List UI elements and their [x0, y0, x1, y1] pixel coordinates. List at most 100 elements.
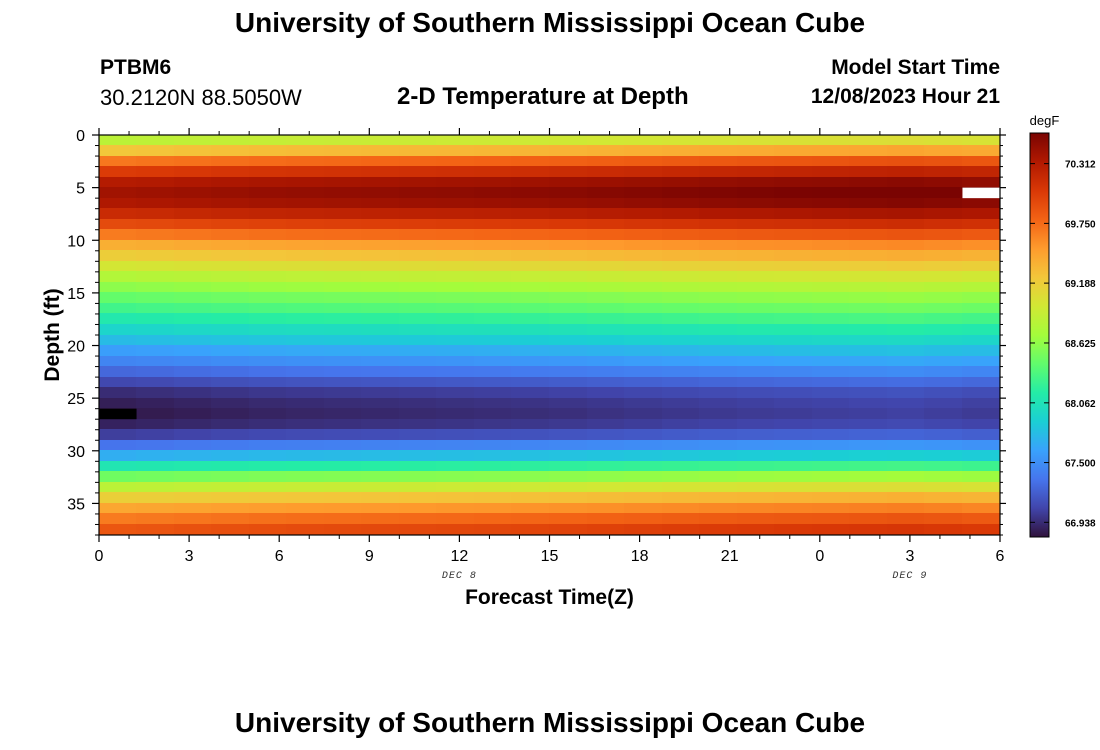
heatmap-cell	[737, 503, 775, 514]
heatmap-cell	[962, 324, 1000, 335]
heatmap-cell	[324, 429, 362, 441]
heatmap-cell	[962, 345, 1000, 357]
heatmap-cell	[962, 219, 1000, 230]
heatmap-cell	[699, 356, 738, 367]
heatmap-cell	[849, 177, 888, 188]
heatmap-cell	[249, 335, 287, 346]
heatmap-cell	[174, 177, 212, 188]
heatmap-cell	[549, 166, 588, 178]
heatmap-cell	[887, 513, 925, 525]
heatmap-cell	[361, 135, 400, 146]
heatmap-cell	[587, 219, 625, 230]
heatmap-cell	[474, 492, 512, 504]
heatmap-cell	[399, 187, 437, 199]
heatmap-cell	[474, 198, 512, 209]
heatmap-cell	[812, 419, 850, 430]
colorbar-tick-label: 70.312	[1065, 160, 1096, 171]
heatmap-cell	[99, 240, 137, 251]
heatmap-cell	[662, 135, 700, 146]
heatmap-cell	[587, 250, 625, 262]
heatmap-cell	[474, 166, 512, 178]
heatmap-cell	[361, 492, 400, 504]
heatmap-cell	[511, 429, 550, 441]
heatmap-cell	[812, 166, 850, 178]
heatmap-cell	[249, 145, 287, 157]
heatmap-cell	[399, 261, 437, 272]
heatmap-cell	[774, 503, 813, 514]
heatmap-cell	[624, 356, 663, 367]
heatmap-cell	[662, 208, 700, 220]
heatmap-cell	[699, 429, 738, 441]
heatmap-cell	[737, 187, 775, 199]
heatmap-cell	[99, 166, 137, 178]
heatmap-cell	[286, 177, 325, 188]
heatmap-cell	[737, 156, 775, 167]
heatmap-cell	[849, 440, 888, 451]
heatmap-cell	[136, 324, 175, 335]
heatmap-cell	[211, 450, 250, 462]
heatmap-cell	[436, 166, 475, 178]
heatmap-cell	[511, 156, 550, 167]
footer-title: University of Southern Mississippi Ocean…	[234, 707, 866, 738]
heatmap-cell	[737, 398, 775, 409]
heatmap-cell	[211, 261, 250, 272]
heatmap-cell	[361, 187, 400, 199]
y-tick-label: 35	[67, 496, 85, 513]
heatmap-cell	[624, 335, 663, 346]
heatmap-cell	[361, 471, 400, 483]
heatmap-cell	[99, 377, 137, 388]
heatmap-cell	[211, 429, 250, 441]
heatmap-cell	[211, 345, 250, 357]
heatmap-cell	[249, 303, 287, 314]
heatmap-cell	[549, 366, 588, 378]
heatmap-cell	[662, 324, 700, 335]
heatmap-cell	[624, 429, 663, 441]
heatmap-cell	[399, 313, 437, 325]
heatmap-cell	[361, 240, 400, 251]
heatmap-cell	[774, 135, 813, 146]
heatmap-cell	[587, 282, 625, 293]
heatmap-cell	[549, 229, 588, 241]
heatmap-cell	[174, 356, 212, 367]
heatmap-cell	[662, 440, 700, 451]
heatmap-cell	[737, 356, 775, 367]
heatmap-cell	[812, 229, 850, 241]
heatmap-cell	[174, 345, 212, 357]
heatmap-cell	[549, 429, 588, 441]
heatmap-cell	[549, 282, 588, 293]
heatmap-cell	[136, 398, 175, 409]
heatmap-cell	[774, 482, 813, 493]
heatmap-cell	[474, 503, 512, 514]
heatmap-cell	[962, 135, 1000, 146]
heatmap-cell	[361, 429, 400, 441]
heatmap-cell	[699, 377, 738, 388]
x-axis: 0 3 6 9 12 15 18 21 0 3 6 DEC 8 DEC 9	[95, 128, 1005, 582]
heatmap-cell	[136, 356, 175, 367]
heatmap-cell	[99, 398, 137, 409]
heatmap-cell	[211, 482, 250, 493]
heatmap-cell	[812, 135, 850, 146]
heatmap-cell	[399, 503, 437, 514]
heatmap-cell	[587, 135, 625, 146]
heatmap-cell	[436, 492, 475, 504]
heatmap-cell	[962, 461, 1000, 472]
heatmap-cell	[99, 387, 137, 399]
heatmap-cell	[549, 513, 588, 525]
heatmap-cell	[774, 303, 813, 314]
heatmap-cell	[662, 450, 700, 462]
heatmap-cell	[587, 177, 625, 188]
heatmap-cell	[849, 250, 888, 262]
heatmap-cell	[324, 219, 362, 230]
heatmap-cell	[699, 177, 738, 188]
heatmap-cell	[136, 156, 175, 167]
heatmap-cell	[737, 271, 775, 283]
heatmap-cell	[361, 387, 400, 399]
heatmap-cell	[549, 271, 588, 283]
heatmap-cell	[399, 419, 437, 430]
heatmap-cell	[849, 398, 888, 409]
heatmap-cell	[136, 419, 175, 430]
heatmap-cell	[174, 492, 212, 504]
heatmap-cell	[174, 292, 212, 304]
heatmap-cell	[887, 313, 925, 325]
heatmap-cell	[211, 135, 250, 146]
